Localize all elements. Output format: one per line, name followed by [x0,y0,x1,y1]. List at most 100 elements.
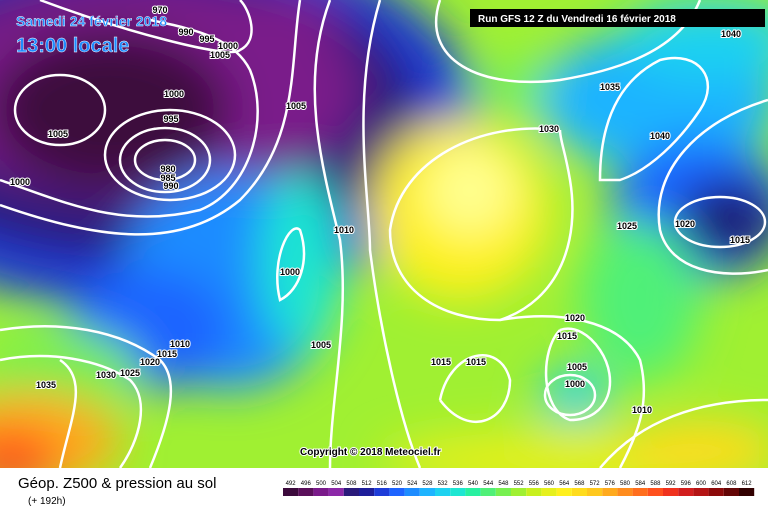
legend-value: 524 [407,481,418,487]
isobar-label: 1000 [164,89,184,99]
legend-value: 544 [483,481,494,487]
legend-swatch [511,488,527,496]
isobar-label: 1005 [210,50,230,60]
legend-value: 556 [529,481,540,487]
legend-swatch [723,488,739,496]
isobars [0,0,768,468]
isobar-label: 1015 [730,235,750,245]
isobar-label: 1035 [36,380,56,390]
legend-value: 580 [620,481,631,487]
legend-value: 572 [590,481,601,487]
legend-value: 528 [422,481,433,487]
legend-swatch [541,488,557,496]
legend-swatch [389,488,405,496]
legend-swatch [328,488,344,496]
legend-swatch [404,488,420,496]
legend-value: 584 [635,481,646,487]
isobar-labels: 9709909951000100510009951005980985990100… [9,4,751,416]
isobar-label: 1015 [466,357,486,367]
isobar-label: 1000 [565,379,585,389]
map-field [0,0,768,468]
footer-subtitle: (+ 192h) [28,496,66,507]
isobar-label: 1020 [675,219,695,229]
isobar-label: 1005 [286,101,306,111]
legend-swatch [526,488,542,496]
legend-value: 568 [574,481,585,487]
isobar-label: 1020 [565,313,585,323]
isobar-label: 1040 [650,131,670,141]
isobar-label: 1000 [10,177,30,187]
legend-swatch [632,488,648,496]
legend-value: 552 [514,481,525,487]
isobar-label: 1025 [617,221,637,231]
legend-swatch [495,488,511,496]
isobar-label: 1010 [170,339,190,349]
isobar-label: 990 [178,27,193,37]
legend-swatch [374,488,390,496]
legend-value: 596 [681,481,692,487]
legend-value: 504 [331,481,342,487]
legend-swatch [647,488,663,496]
legend-value: 496 [301,481,312,487]
isobar-label: 980 [160,164,175,174]
isobar-label: 1040 [721,29,741,39]
isobar-label: 1005 [48,129,68,139]
legend-value: 516 [377,481,388,487]
legend-swatch [419,488,435,496]
isobar-label: 1005 [311,340,331,350]
footer-title: Géop. Z500 & pression au sol [18,475,216,492]
legend-swatch [571,488,587,496]
legend-value: 532 [438,481,449,487]
legend-value: 600 [696,481,707,487]
isobar-label: 1000 [218,41,238,51]
time: 13:00 locale [16,35,129,57]
isobar-label: 1030 [539,124,559,134]
legend-swatch [480,488,496,496]
legend-swatch [298,488,314,496]
isobar-label: 1025 [120,368,140,378]
legend-value: 576 [605,481,616,487]
isobar-label: 1000 [280,267,300,277]
legend-swatch [693,488,709,496]
legend-swatch [435,488,451,496]
legend-value: 592 [666,481,677,487]
legend-value: 608 [726,481,737,487]
run-box [470,9,765,27]
legend-value: 508 [346,481,357,487]
legend-swatch [617,488,633,496]
legend-value: 492 [286,481,297,487]
legend-swatch [465,488,481,496]
legend: 492 496 500 504 508 512 516 520 524 528 532 536 540 5… [283,481,755,496]
isobar-label: 1035 [600,82,620,92]
legend-swatch [708,488,724,496]
legend-value: 612 [742,481,753,487]
legend-swatch [283,488,299,496]
legend-value: 540 [468,481,479,487]
legend-swatch [343,488,359,496]
isobar-label: 1015 [431,357,451,367]
isobar-label: 1015 [557,331,577,341]
legend-value: 520 [392,481,403,487]
isobar-label: 970 [152,5,167,15]
legend-value: 560 [544,481,555,487]
legend-swatch [587,488,603,496]
legend-swatch [678,488,694,496]
isobar-label: 1015 [157,349,177,359]
isobar-label: 990 [163,181,178,191]
legend-swatch [313,488,329,496]
isobar-label: 1005 [567,362,587,372]
isobar-label: 995 [163,114,178,124]
legend-value: 564 [559,481,570,487]
legend-swatch [663,488,679,496]
isobar-label: 1020 [140,357,160,367]
isobar-label: 1010 [334,225,354,235]
legend-swatch [450,488,466,496]
legend-swatch [739,488,755,496]
legend-swatch [556,488,572,496]
legend-value: 588 [650,481,661,487]
legend-value: 536 [453,481,464,487]
isobar-label: 995 [199,34,214,44]
isobar-label: 985 [160,173,175,183]
